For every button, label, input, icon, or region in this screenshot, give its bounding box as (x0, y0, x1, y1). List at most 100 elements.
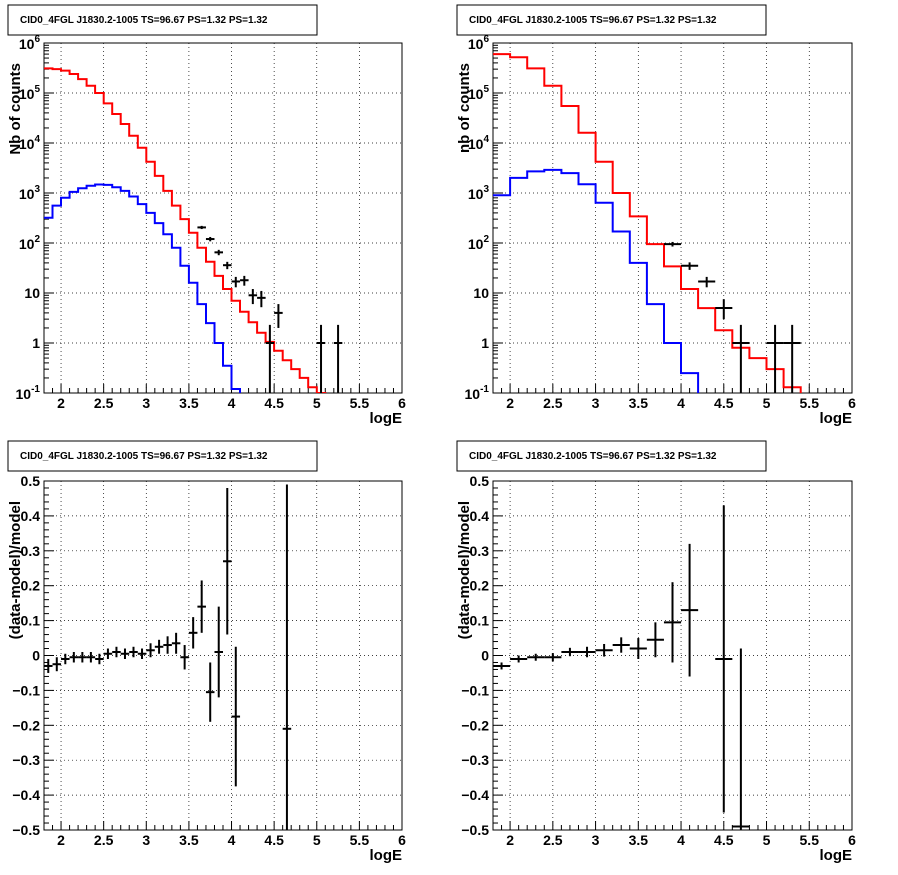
y-tick-label: −0.3 (12, 752, 40, 768)
y-axis-label: nb of counts (456, 63, 473, 153)
x-tick-label: 5.5 (350, 832, 370, 848)
y-tick-base: 10 (468, 186, 484, 202)
y-tick-exponent: 3 (483, 184, 489, 195)
y-tick-label: 103 (468, 184, 490, 202)
plot-area (493, 505, 750, 830)
y-tick-exponent: 4 (483, 134, 489, 145)
y-tick-label: −0.2 (12, 717, 40, 733)
x-tick-label: 5.5 (350, 395, 370, 411)
series-total-model-step (493, 53, 802, 393)
y-tick-base: 10 (19, 136, 35, 152)
x-tick-label: 3 (592, 395, 600, 411)
y-tick-exponent: 5 (483, 84, 489, 95)
plot-area (44, 67, 343, 393)
y-tick-base: 10 (19, 236, 35, 252)
y-tick-label: 106 (19, 34, 41, 52)
y-tick-label: 0 (32, 648, 40, 664)
y-axis-label: (data-model)/model (7, 501, 24, 639)
y-tick-label: 0.1 (21, 613, 41, 629)
x-tick-label: 2 (57, 395, 65, 411)
chart-panel-counts_left: CID0_4FGL J1830.2-1005 TS=96.67 PS=1.32 … (7, 4, 406, 427)
y-axis-label: Nb of counts (7, 63, 24, 155)
y-tick-base: 10 (16, 386, 32, 402)
series-total-model-step (44, 67, 327, 393)
x-tick-label: 4 (228, 832, 236, 848)
chart-title-box (7, 440, 318, 472)
y-tick-label: 102 (19, 234, 41, 252)
y-tick-base: 10 (19, 186, 35, 202)
x-tick-label: 3 (142, 395, 150, 411)
y-tick-label: −0.3 (461, 752, 489, 768)
x-tick-label: 3.5 (179, 832, 199, 848)
y-tick-exponent: 2 (34, 234, 40, 245)
y-tick-exponent: -1 (31, 384, 40, 395)
y-tick-label: −0.1 (12, 682, 40, 698)
y-tick-base: 10 (19, 86, 35, 102)
y-tick-label: 0.5 (470, 473, 490, 489)
y-tick-base: 10 (19, 36, 35, 52)
y-tick-label: 10 (473, 285, 489, 301)
y-tick-label: −0.4 (12, 787, 40, 803)
chart-panel-resid_left: CID0_4FGL J1830.2-1005 TS=96.67 PS=1.32 … (7, 440, 406, 864)
y-tick-label: 0.4 (21, 508, 41, 524)
y-tick-label: 10-1 (465, 384, 490, 402)
y-tick-label: −0.1 (461, 682, 489, 698)
y-tick-label: −0.4 (461, 787, 489, 803)
x-tick-label: 2.5 (94, 395, 114, 411)
x-tick-label: 3 (592, 832, 600, 848)
x-tick-label: 6 (398, 832, 406, 848)
x-tick-label: 4 (677, 832, 685, 848)
y-tick-exponent: 2 (483, 234, 489, 245)
y-tick-label: 0.5 (21, 473, 41, 489)
x-axis-label: logE (370, 410, 403, 427)
x-tick-label: 3.5 (179, 395, 199, 411)
x-tick-label: 5 (763, 832, 771, 848)
y-tick-label: 103 (19, 184, 41, 202)
x-tick-label: 4.5 (714, 395, 734, 411)
plot-area (493, 53, 802, 393)
y-tick-label: 104 (468, 134, 490, 152)
x-tick-label: 5.5 (800, 395, 820, 411)
x-axis-label: logE (820, 847, 853, 864)
y-tick-exponent: 6 (34, 34, 40, 45)
x-tick-label: 6 (398, 395, 406, 411)
plot-frame (43, 42, 403, 394)
x-axis-label: logE (370, 847, 403, 864)
y-axis-label: (data-model)/model (456, 501, 473, 639)
x-tick-label: 2 (57, 832, 65, 848)
x-tick-label: 5 (313, 395, 321, 411)
y-tick-label: 0.4 (470, 508, 490, 524)
x-tick-label: 4 (228, 395, 236, 411)
y-tick-exponent: -1 (480, 384, 489, 395)
chart-title: CID0_4FGL J1830.2-1005 TS=96.67 PS=1.32 … (469, 451, 717, 462)
x-tick-label: 4.5 (714, 832, 734, 848)
x-tick-label: 2.5 (543, 395, 563, 411)
series-source-model-step (493, 168, 700, 393)
chart-title-box (456, 440, 767, 472)
y-tick-label: 0.3 (21, 543, 41, 559)
x-tick-label: 6 (848, 832, 856, 848)
y-tick-base: 10 (468, 86, 484, 102)
x-tick-label: 3.5 (629, 832, 649, 848)
y-tick-base: 10 (468, 136, 484, 152)
y-tick-label: 105 (19, 84, 41, 102)
chart-title: CID0_4FGL J1830.2-1005 TS=96.67 PS=1.32 … (469, 15, 717, 26)
y-tick-label: 0 (481, 648, 489, 664)
y-tick-label: −0.2 (461, 717, 489, 733)
y-tick-exponent: 4 (34, 134, 40, 145)
chart-title-box (7, 4, 318, 36)
y-tick-exponent: 6 (483, 34, 489, 45)
x-axis-label: logE (820, 410, 853, 427)
x-tick-label: 2.5 (543, 832, 563, 848)
x-tick-label: 5 (763, 395, 771, 411)
y-tick-label: −0.5 (12, 822, 40, 838)
x-tick-label: 2.5 (94, 832, 114, 848)
y-tick-label: −0.5 (461, 822, 489, 838)
y-tick-label: 104 (19, 134, 41, 152)
x-tick-label: 5 (313, 832, 321, 848)
x-tick-label: 6 (848, 395, 856, 411)
y-tick-base: 10 (465, 386, 481, 402)
y-tick-label: 102 (468, 234, 490, 252)
chart-title-box (456, 4, 767, 36)
